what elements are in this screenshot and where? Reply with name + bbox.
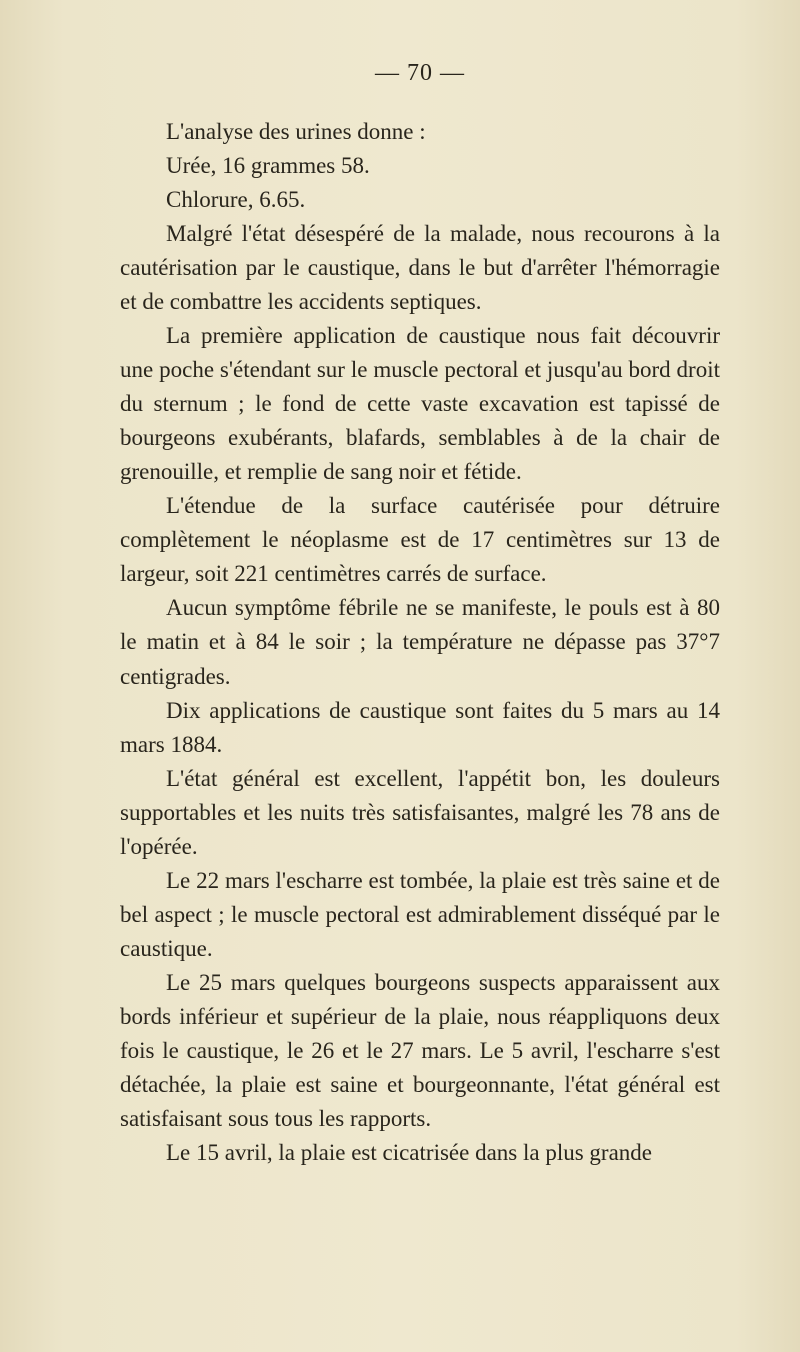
- paragraph: L'étendue de la surface cautérisée pour …: [120, 489, 720, 591]
- paragraph: Le 15 avril, la plaie est cicatrisée dan…: [120, 1136, 720, 1170]
- page-content: L'analyse des urines donne : Urée, 16 gr…: [120, 115, 720, 1170]
- paragraph: Malgré l'état désespéré de la malade, no…: [120, 217, 720, 319]
- paragraph: L'état général est excellent, l'appétit …: [120, 762, 720, 864]
- page-number: — 70 —: [120, 60, 720, 87]
- paragraph: Dix applications de caustique sont faite…: [120, 694, 720, 762]
- paragraph: Le 22 mars l'escharre est tombée, la pla…: [120, 864, 720, 966]
- paragraph: L'analyse des urines donne :: [120, 115, 720, 149]
- paragraph: La première application de caustique nou…: [120, 319, 720, 489]
- paragraph: Urée, 16 grammes 58.: [120, 149, 720, 183]
- paragraph: Chlorure, 6.65.: [120, 183, 720, 217]
- paragraph: Le 25 mars quelques bourgeons suspects a…: [120, 966, 720, 1136]
- page: — 70 — L'analyse des urines donne : Urée…: [0, 0, 800, 1352]
- paragraph: Aucun symptôme fébrile ne se manifeste, …: [120, 591, 720, 693]
